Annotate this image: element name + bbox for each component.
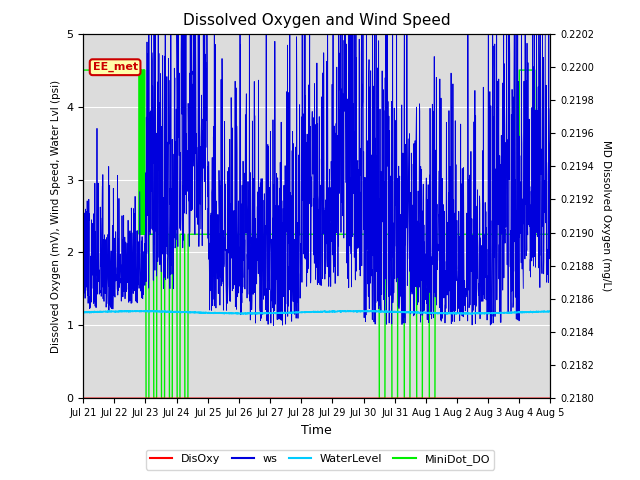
WaterLevel [307, 310, 314, 315]
ws [269, 323, 277, 328]
WaterLevel [533, 309, 541, 315]
ws [294, 234, 302, 240]
Line: ws: ws [83, 34, 550, 325]
WaterLevel [103, 309, 111, 314]
MiniDot_DO [533, 231, 541, 237]
DisOxy [447, 396, 455, 401]
WaterLevel [356, 308, 364, 313]
MiniDot_DO [142, 396, 150, 401]
Y-axis label: MD Dissolved Oxygen (mg/L): MD Dissolved Oxygen (mg/L) [601, 140, 611, 292]
ws [145, 31, 153, 36]
Legend: DisOxy, ws, WaterLevel, MiniDot_DO: DisOxy, ws, WaterLevel, MiniDot_DO [145, 450, 495, 469]
ws [79, 303, 87, 309]
MiniDot_DO [533, 231, 541, 237]
Line: WaterLevel: WaterLevel [83, 311, 550, 314]
Y-axis label: Dissolved Oxygen (mV), Wind Speed, Water Lvl (psi): Dissolved Oxygen (mV), Wind Speed, Water… [51, 79, 61, 353]
ws [534, 234, 541, 240]
DisOxy [547, 396, 554, 401]
Line: MiniDot_DO: MiniDot_DO [83, 70, 550, 398]
ws [448, 103, 456, 109]
WaterLevel [448, 311, 456, 316]
ws [547, 104, 554, 110]
DisOxy [294, 396, 302, 401]
DisOxy [307, 396, 314, 401]
MiniDot_DO [547, 231, 554, 237]
DisOxy [533, 396, 541, 401]
WaterLevel [79, 309, 87, 315]
ws [533, 132, 541, 138]
MiniDot_DO [103, 67, 111, 73]
WaterLevel [294, 309, 302, 315]
WaterLevel [534, 309, 541, 314]
Title: Dissolved Oxygen and Wind Speed: Dissolved Oxygen and Wind Speed [183, 13, 451, 28]
MiniDot_DO [294, 231, 302, 237]
ws [307, 277, 315, 283]
Text: EE_met: EE_met [93, 62, 138, 72]
WaterLevel [239, 311, 247, 317]
MiniDot_DO [447, 231, 455, 237]
ws [103, 292, 111, 298]
DisOxy [79, 396, 87, 401]
X-axis label: Time: Time [301, 424, 332, 437]
DisOxy [532, 396, 540, 401]
MiniDot_DO [79, 67, 87, 73]
WaterLevel [547, 309, 554, 314]
MiniDot_DO [307, 231, 314, 237]
DisOxy [103, 396, 111, 401]
